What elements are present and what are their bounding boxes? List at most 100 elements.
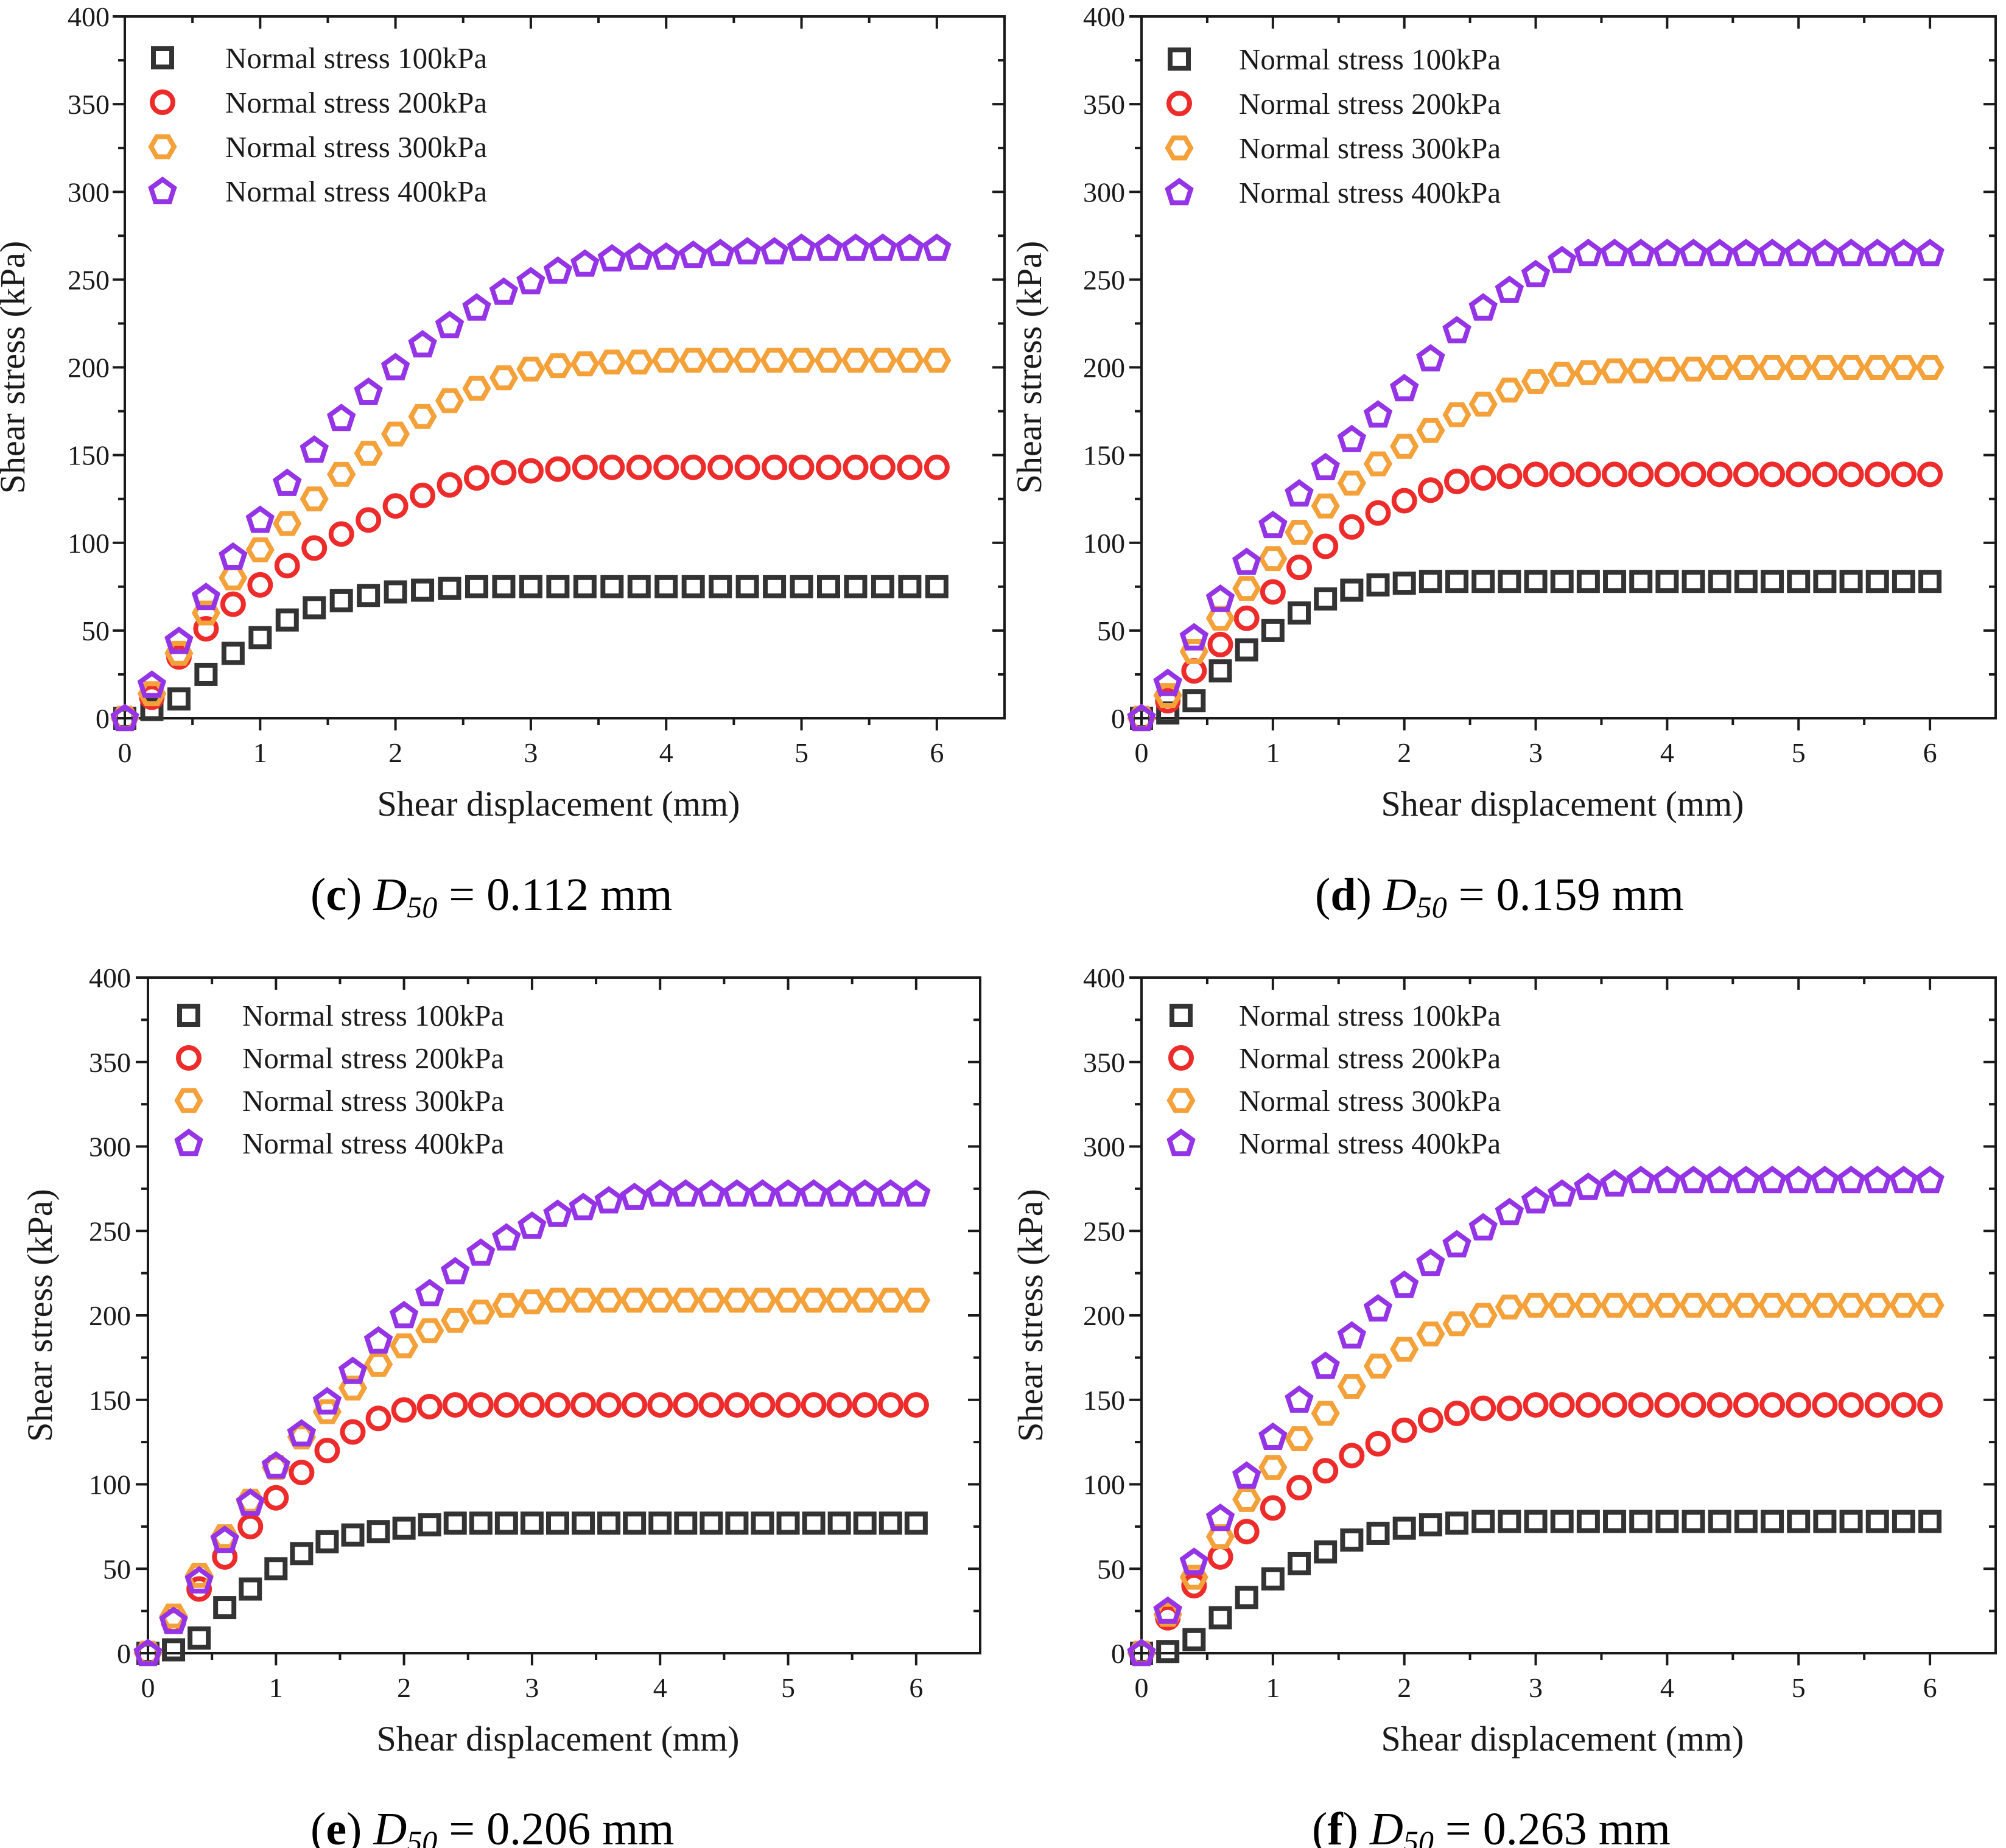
data-point-s400 [1626, 239, 1655, 267]
data-point-s400 [1205, 584, 1235, 612]
data-point-s200 [1496, 463, 1523, 489]
data-point-s400 [1678, 239, 1708, 267]
data-point-s300 [1626, 1292, 1655, 1318]
x-tick-label: 0 [1135, 1672, 1149, 1703]
data-point-s100 [600, 575, 624, 598]
data-point-s100 [1182, 689, 1206, 713]
data-point-s300 [1915, 355, 1945, 380]
data-point-s100 [315, 1530, 339, 1553]
series-s100 [113, 575, 949, 730]
caption-value: = 0.159 mm [1447, 869, 1684, 920]
y-tick-label: 400 [89, 962, 131, 993]
x-tick-label: 1 [1266, 1672, 1280, 1703]
data-point-s100 [1865, 570, 1889, 593]
data-point-s300 [868, 348, 897, 373]
data-point-s200 [1207, 1544, 1233, 1570]
data-point-s400 [876, 1179, 905, 1207]
x-tick-label: 0 [118, 737, 132, 768]
data-point-s400 [1862, 239, 1892, 267]
data-point-s400 [312, 1387, 342, 1415]
data-point-s200 [1654, 1392, 1680, 1418]
data-point-s400 [760, 237, 789, 265]
data-point-s200 [1838, 461, 1864, 488]
legend-label-s300: Normal stress 300kPa [1239, 1084, 1501, 1118]
data-point-s200 [220, 591, 246, 617]
data-point-s400 [1285, 479, 1314, 507]
y-tick-label: 50 [1097, 615, 1125, 646]
data-point-s300 [569, 1287, 598, 1313]
data-point-s100 [1498, 570, 1521, 593]
data-point-s100 [392, 1516, 416, 1540]
data-point-s100 [1235, 638, 1258, 662]
data-point-s100 [597, 1511, 621, 1535]
data-point-s200 [1786, 1392, 1812, 1418]
data-point-s400 [1652, 1166, 1682, 1194]
legend-label-s300: Normal stress 300kPa [225, 130, 487, 164]
data-point-s200 [570, 1392, 597, 1418]
data-point-s400 [706, 239, 735, 267]
data-point-s200 [545, 456, 571, 482]
data-point-s400 [1862, 1166, 1892, 1194]
data-point-s300 [354, 441, 383, 466]
data-point-s200 [877, 1392, 903, 1418]
y-tick-label: 0 [117, 1638, 131, 1669]
data-point-s300 [597, 349, 626, 375]
data-point-s400 [159, 1606, 188, 1634]
data-point-s200 [724, 1392, 750, 1418]
data-point-s300 [441, 1307, 470, 1333]
x-tick-label: 1 [269, 1672, 283, 1703]
data-point-s300 [137, 681, 167, 707]
data-point-s200 [1602, 1392, 1628, 1418]
y-tick-label: 50 [82, 615, 110, 646]
data-point-s200 [734, 454, 760, 480]
data-point-s100 [1682, 1510, 1705, 1533]
data-point-s300 [760, 348, 789, 373]
data-point-s300 [1416, 418, 1445, 443]
data-point-s200 [1233, 605, 1260, 631]
data-point-s300 [570, 351, 600, 377]
data-point-s300 [1390, 433, 1419, 459]
data-point-s300 [850, 1287, 880, 1313]
data-point-s400 [773, 1179, 803, 1207]
x-tick-label: 2 [1397, 737, 1411, 768]
x-tick-label: 6 [909, 1672, 923, 1703]
data-point-s300 [799, 1287, 829, 1313]
series-s400 [1127, 239, 1945, 732]
data-point-s300 [363, 1352, 393, 1377]
data-point-s400 [261, 1451, 290, 1479]
series-s300 [133, 1287, 931, 1666]
data-point-s400 [236, 1488, 265, 1516]
legend-marker-s200 [150, 89, 175, 115]
data-point-s200 [365, 1405, 391, 1432]
data-point-s400 [164, 626, 194, 654]
data-point-s200 [1680, 1392, 1706, 1418]
data-point-s300 [706, 348, 735, 373]
data-point-s300 [1731, 1292, 1761, 1318]
data-point-s400 [354, 377, 383, 405]
legend-label-s100: Normal stress 100kPa [1239, 43, 1501, 76]
data-point-s200 [1575, 461, 1601, 488]
legend-marker-s300 [148, 134, 177, 159]
x-tick-label: 5 [1792, 737, 1806, 768]
data-point-s200 [1864, 1392, 1890, 1418]
data-point-s400 [1784, 239, 1814, 267]
data-point-s200 [788, 454, 815, 480]
data-point-s200 [1549, 1392, 1575, 1418]
caption-space [362, 1804, 373, 1848]
data-point-s300 [1416, 1321, 1445, 1346]
data-point-s200 [410, 482, 436, 508]
data-point-s300 [462, 376, 491, 401]
data-point-s300 [1731, 355, 1761, 380]
x-tick-label: 6 [1923, 737, 1937, 768]
data-point-s100 [776, 1511, 800, 1535]
data-point-s400 [1363, 1293, 1393, 1322]
data-point-s100 [871, 575, 894, 598]
x-tick-label: 2 [397, 1672, 411, 1703]
data-point-s100 [879, 1511, 902, 1535]
data-point-s300 [1784, 355, 1813, 380]
data-point-s400 [184, 1566, 214, 1594]
data-point-s100 [248, 626, 272, 649]
y-tick-label: 250 [1083, 1216, 1125, 1247]
data-point-s400 [841, 233, 871, 261]
